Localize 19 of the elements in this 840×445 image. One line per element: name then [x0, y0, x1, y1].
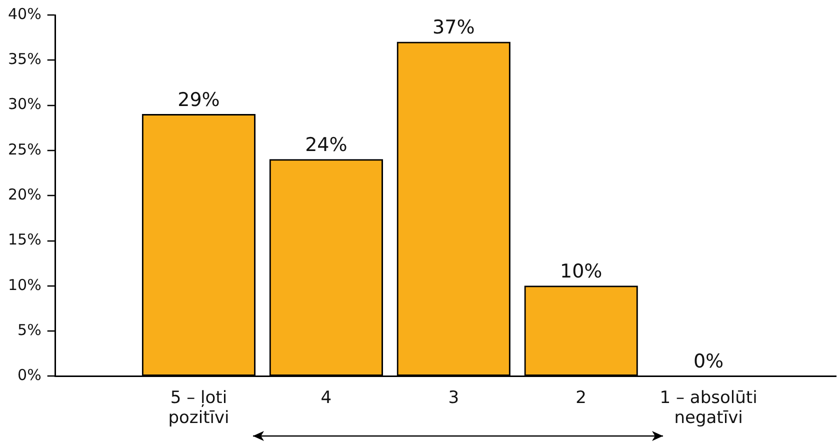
data-label: 0%: [693, 350, 724, 373]
y-tick-label: 40%: [8, 4, 42, 23]
data-label: 10%: [560, 260, 602, 282]
data-label: 37%: [432, 16, 475, 39]
y-tick-label: 5%: [18, 320, 42, 339]
y-tick-label: 30%: [8, 95, 42, 114]
data-label: 24%: [305, 134, 348, 156]
x-tick-label: 4: [320, 388, 332, 408]
y-tick-label: 10%: [8, 276, 42, 294]
y-tick-label: 35%: [8, 50, 42, 68]
data-label: 29%: [178, 88, 220, 111]
y-tick-label: 25%: [8, 140, 42, 158]
x-tick-label: 2: [576, 388, 587, 408]
x-tick-label: 1 – absolūti negatīvi: [660, 388, 758, 428]
y-tick-label: 0%: [18, 366, 42, 384]
x-tick-label: 3: [448, 388, 460, 408]
y-tick-label: 15%: [8, 230, 42, 249]
x-tick-label: 5 – ļoti pozitīvi: [168, 388, 230, 428]
y-tick-label: 20%: [8, 185, 42, 204]
